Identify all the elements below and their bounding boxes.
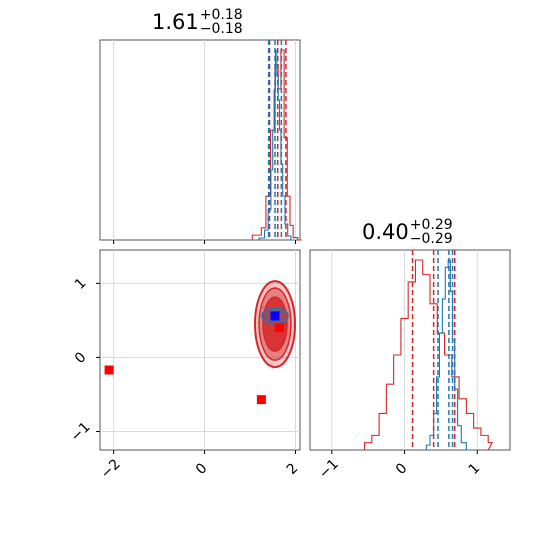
sample-point [271, 363, 274, 365]
title-param-2-plus: +0.29 [409, 217, 453, 233]
x-tick-br-label-1: 0 [393, 460, 411, 478]
sample-point [261, 306, 263, 309]
x-tick-br-label-0: −1 [316, 456, 342, 482]
hist-series-1 [425, 259, 471, 451]
title-param-1-plus: +0.18 [199, 7, 243, 23]
sample-point [277, 351, 279, 354]
sample-point [284, 344, 287, 346]
sample-point [284, 363, 287, 365]
sample-point [287, 324, 289, 327]
y-tick-label-1: 0 [72, 349, 90, 367]
sample-point [270, 362, 272, 365]
sample-point [294, 306, 296, 308]
hist-series-0 [251, 49, 302, 241]
sample-point [271, 354, 273, 357]
hist-series-0 [363, 259, 494, 451]
contour-blue-1 [265, 310, 285, 322]
marker-blue [270, 311, 280, 321]
x-tick-bl-label-2: 2 [284, 460, 302, 478]
sample-point [287, 331, 290, 334]
panel-top-left [99, 39, 302, 241]
x-tick-bl-label-1: 0 [193, 460, 211, 478]
sample-point [262, 307, 264, 310]
marker-red-2 [275, 323, 285, 333]
marker-red-1 [256, 395, 266, 405]
x-tick-br-label-2: 1 [466, 460, 484, 478]
y-tick-label-2: 1 [72, 275, 90, 293]
x-tick-bl-label-0: −2 [98, 456, 124, 482]
title-param-1-minus: −0.18 [199, 21, 243, 37]
sample-point [266, 286, 269, 289]
contour-blue-0 [261, 307, 289, 325]
panel-bottom-left [99, 249, 301, 451]
title-param-1: 1.61 +0.18 −0.18 [152, 7, 243, 37]
sample-point [261, 307, 264, 310]
sample-point [260, 332, 262, 335]
panel-bottom-right [309, 249, 511, 451]
sample-point [260, 327, 262, 329]
title-param-2: 0.40 +0.29 −0.29 [362, 217, 453, 247]
sample-point [287, 288, 290, 290]
sample-point [292, 347, 295, 350]
y-tick-label-0: −1 [68, 419, 94, 445]
marker-red-0 [104, 365, 114, 375]
sample-point [263, 305, 265, 308]
sample-point [271, 368, 274, 370]
title-param-2-minus: −0.29 [409, 231, 453, 247]
sample-point [269, 286, 271, 288]
